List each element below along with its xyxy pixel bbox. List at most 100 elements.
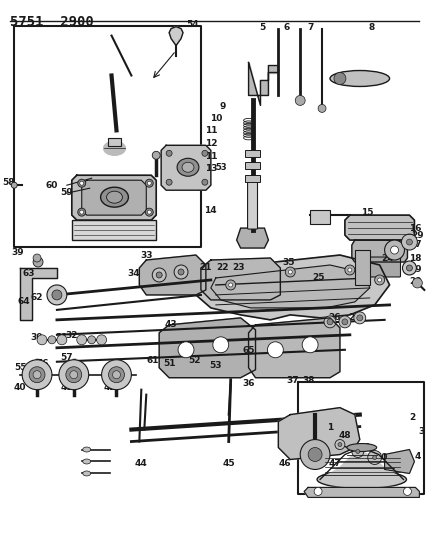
Text: 49: 49 [358, 443, 371, 452]
Text: 61: 61 [147, 356, 160, 365]
Text: 40: 40 [14, 383, 27, 392]
Circle shape [48, 336, 56, 344]
Polygon shape [320, 451, 404, 480]
Text: 22: 22 [217, 263, 229, 272]
FancyBboxPatch shape [245, 162, 260, 169]
Circle shape [404, 487, 411, 495]
Text: 12: 12 [205, 139, 217, 148]
Text: 5: 5 [260, 23, 266, 32]
Circle shape [335, 440, 345, 449]
Circle shape [318, 104, 326, 112]
Circle shape [174, 265, 188, 279]
Circle shape [77, 335, 87, 345]
Circle shape [267, 342, 283, 358]
Polygon shape [161, 146, 211, 190]
Polygon shape [139, 255, 206, 295]
Polygon shape [211, 265, 370, 308]
Ellipse shape [177, 158, 199, 176]
Circle shape [357, 315, 363, 321]
Text: 15: 15 [362, 208, 374, 216]
Text: 33: 33 [140, 251, 153, 260]
Circle shape [356, 449, 360, 454]
Polygon shape [72, 175, 156, 220]
Text: 56: 56 [36, 359, 48, 368]
Circle shape [78, 208, 86, 216]
Circle shape [308, 448, 322, 462]
Text: 42: 42 [103, 383, 116, 392]
FancyBboxPatch shape [355, 250, 370, 285]
Text: 3: 3 [418, 427, 424, 436]
Text: 63: 63 [23, 270, 35, 278]
Text: 23: 23 [233, 263, 245, 272]
Polygon shape [196, 255, 390, 320]
Circle shape [22, 360, 52, 390]
Circle shape [302, 337, 318, 353]
Text: 38: 38 [302, 376, 314, 385]
Text: 21: 21 [199, 263, 212, 272]
Text: 11: 11 [205, 152, 217, 161]
Circle shape [88, 336, 96, 344]
Text: 60: 60 [46, 181, 58, 190]
Text: 29: 29 [411, 231, 424, 239]
Polygon shape [385, 449, 414, 473]
Circle shape [52, 290, 62, 300]
Circle shape [338, 442, 342, 447]
Circle shape [368, 450, 382, 464]
Polygon shape [304, 487, 420, 497]
Circle shape [147, 210, 151, 214]
Circle shape [37, 335, 47, 345]
Text: 41: 41 [60, 383, 73, 392]
Text: 17: 17 [409, 239, 422, 248]
FancyBboxPatch shape [248, 177, 257, 229]
Circle shape [342, 319, 348, 325]
Text: 6: 6 [283, 23, 290, 32]
Polygon shape [201, 258, 280, 300]
Circle shape [145, 208, 153, 216]
Text: 25: 25 [312, 273, 324, 282]
Text: 20: 20 [409, 278, 422, 286]
Circle shape [375, 275, 385, 285]
Polygon shape [82, 180, 146, 215]
Circle shape [145, 179, 153, 187]
Circle shape [166, 179, 172, 185]
Circle shape [229, 283, 233, 287]
Text: 26: 26 [329, 313, 341, 322]
Polygon shape [352, 240, 408, 262]
Text: 58: 58 [2, 177, 15, 187]
Text: 4: 4 [414, 452, 420, 461]
Circle shape [285, 267, 295, 277]
Text: 59: 59 [60, 188, 73, 197]
Circle shape [213, 337, 229, 353]
Circle shape [59, 360, 89, 390]
Text: 51: 51 [163, 359, 175, 368]
Circle shape [345, 265, 355, 275]
Text: 44: 44 [135, 459, 148, 468]
Text: 13: 13 [205, 164, 217, 173]
Text: 53: 53 [216, 163, 227, 172]
Text: 34: 34 [127, 270, 140, 278]
FancyBboxPatch shape [245, 150, 260, 157]
Circle shape [352, 446, 364, 457]
Circle shape [288, 270, 292, 274]
Circle shape [166, 150, 172, 156]
Ellipse shape [103, 141, 125, 155]
Text: 39: 39 [11, 247, 24, 256]
Text: 55: 55 [14, 363, 27, 372]
Polygon shape [20, 268, 57, 320]
Text: 14: 14 [205, 206, 217, 215]
Text: 9: 9 [220, 102, 226, 111]
Circle shape [112, 371, 121, 379]
Circle shape [226, 280, 236, 290]
Circle shape [78, 179, 86, 187]
Circle shape [33, 257, 43, 267]
Circle shape [202, 150, 208, 156]
Ellipse shape [101, 187, 128, 207]
Text: 7: 7 [307, 23, 313, 32]
Circle shape [11, 182, 17, 188]
Text: 24: 24 [381, 254, 394, 263]
Circle shape [327, 319, 333, 325]
Circle shape [80, 210, 84, 214]
Circle shape [295, 95, 305, 106]
Ellipse shape [83, 471, 91, 476]
FancyBboxPatch shape [310, 210, 330, 224]
